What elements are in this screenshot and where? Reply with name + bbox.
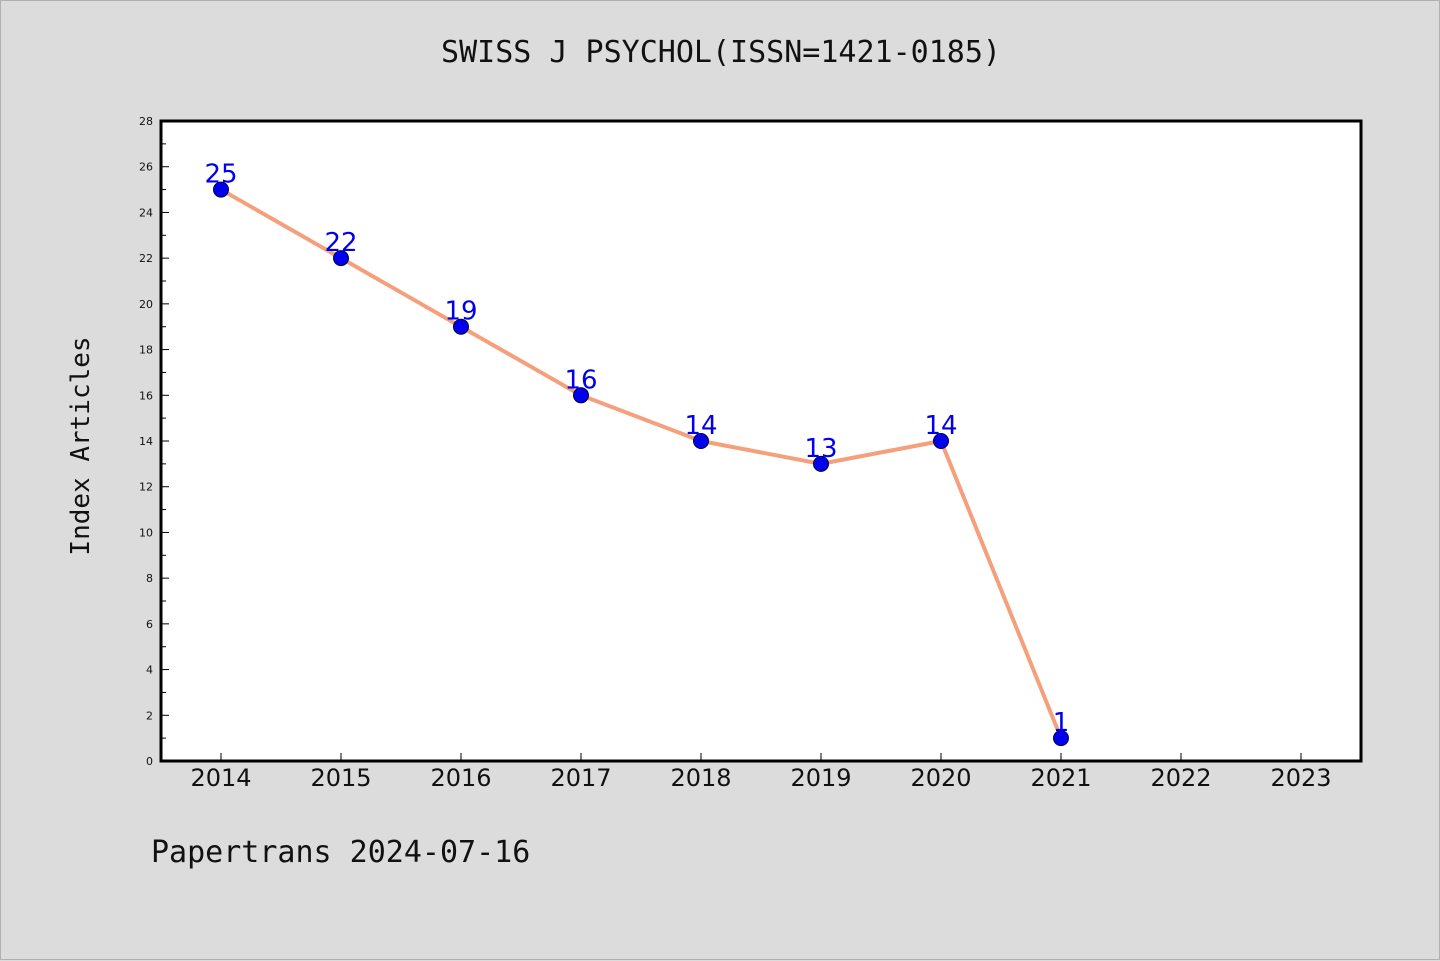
data-point	[573, 387, 589, 404]
footer-text: Papertrans 2024-07-16	[151, 835, 531, 870]
y-tick-label: 2	[146, 709, 153, 722]
y-tick-label: 4	[146, 664, 153, 677]
y-tick-label: 20	[139, 298, 153, 311]
y-tick-label: 28	[139, 115, 153, 128]
data-point	[453, 318, 469, 335]
x-tick-label: 2017	[550, 764, 611, 792]
x-tick-label: 2016	[430, 764, 491, 792]
data-point	[813, 455, 829, 472]
x-tick-label: 2015	[310, 764, 371, 792]
x-tick-label: 2023	[1270, 764, 1331, 792]
x-tick-label: 2018	[670, 764, 731, 792]
y-tick-label: 18	[139, 344, 153, 357]
y-tick-label: 0	[146, 755, 153, 768]
y-tick-label: 24	[139, 206, 153, 219]
data-point	[933, 433, 949, 449]
data-point	[693, 433, 709, 449]
x-tick-label: 2021	[1030, 764, 1091, 792]
data-label: 13	[804, 434, 837, 464]
data-labels: 25 22 19 16 14 13 14 1	[204, 160, 1069, 739]
data-label: 16	[564, 365, 597, 395]
data-label: 22	[324, 228, 357, 258]
x-tick-label: 2014	[190, 764, 251, 792]
data-label: 25	[204, 160, 237, 190]
x-tick-label: 2022	[1150, 764, 1211, 792]
x-axis-ticks: 2014 2015 2016 2017 2018 2019 2020 2021 2022 2023	[190, 753, 1332, 792]
data-label: 14	[924, 411, 957, 441]
y-tick-label: 8	[146, 572, 153, 585]
y-tick-label: 14	[139, 435, 153, 448]
plot-frame	[159, 119, 1363, 763]
data-label: 14	[684, 411, 717, 441]
data-label: 1	[1053, 708, 1070, 738]
y-tick-label: 22	[139, 252, 153, 265]
y-tick-label: 16	[139, 389, 153, 402]
plot-area	[161, 121, 1361, 761]
x-tick-label: 2019	[790, 764, 851, 792]
y-tick-label: 6	[146, 618, 153, 631]
series-lines	[219, 187, 1063, 741]
data-point	[213, 181, 229, 198]
series-points	[213, 181, 1069, 747]
x-tick-label: 2020	[910, 764, 971, 792]
chart-title: SWISS J PSYCHOL(ISSN=1421-0185)	[441, 35, 1001, 70]
data-label: 19	[444, 297, 477, 327]
series-line	[219, 187, 1063, 741]
y-tick-label: 12	[139, 481, 153, 494]
data-point	[1053, 730, 1069, 747]
y-tick-label: 10	[139, 526, 153, 539]
y-tick-label: 26	[139, 161, 153, 174]
data-point	[333, 250, 349, 267]
